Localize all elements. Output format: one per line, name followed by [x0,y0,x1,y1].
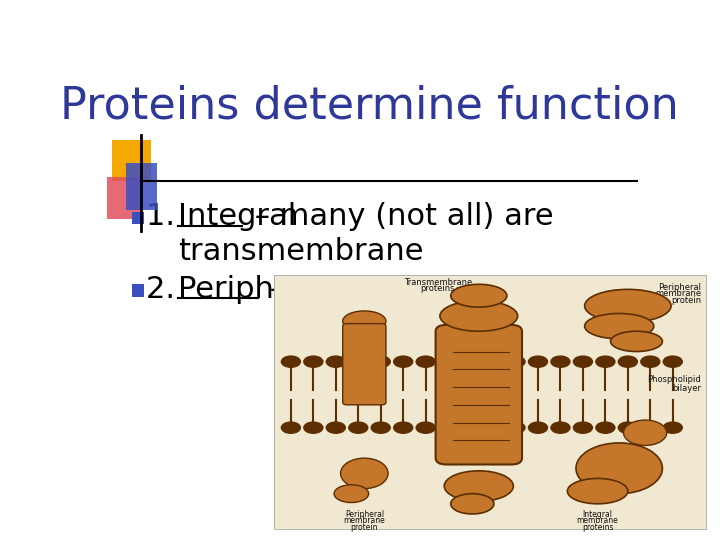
Ellipse shape [444,471,513,501]
Bar [126,163,157,210]
Text: Peripheral: Peripheral [178,275,333,304]
FancyBboxPatch shape [343,323,386,405]
Bar [112,140,151,181]
Ellipse shape [440,301,518,331]
Text: 2.: 2. [145,275,184,304]
Ellipse shape [611,331,662,352]
Circle shape [461,422,480,433]
Circle shape [618,356,637,367]
Text: proteins: proteins [582,523,613,532]
Circle shape [641,356,660,367]
Bar [132,212,144,224]
Circle shape [528,422,547,433]
Text: Integral: Integral [582,510,613,519]
Text: Peripheral: Peripheral [658,283,701,292]
Circle shape [304,356,323,367]
Circle shape [506,356,525,367]
Circle shape [596,356,615,367]
Bar [107,177,143,219]
Circle shape [506,422,525,433]
Circle shape [551,356,570,367]
Ellipse shape [576,443,662,494]
Text: protein: protein [671,296,701,305]
Text: membrane: membrane [343,516,385,525]
Circle shape [282,356,300,367]
Circle shape [618,422,637,433]
Circle shape [416,422,435,433]
Circle shape [304,422,323,433]
Circle shape [348,422,368,433]
Text: protein: protein [351,523,378,532]
Circle shape [641,422,660,433]
Circle shape [573,422,593,433]
Circle shape [326,422,346,433]
Circle shape [663,422,683,433]
Circle shape [438,422,458,433]
Ellipse shape [451,284,507,307]
Circle shape [416,356,435,367]
Circle shape [624,420,667,445]
Text: – not embedded in bilayer: – not embedded in bilayer [260,275,670,304]
Circle shape [372,356,390,367]
Text: bilayer: bilayer [672,384,701,393]
Circle shape [484,422,503,433]
Ellipse shape [341,458,388,489]
Circle shape [484,356,503,367]
Circle shape [372,422,390,433]
Circle shape [326,356,346,367]
Ellipse shape [451,494,494,514]
Circle shape [394,422,413,433]
Circle shape [461,356,480,367]
Circle shape [282,422,300,433]
Circle shape [551,422,570,433]
Text: 1.: 1. [145,202,184,231]
Circle shape [348,356,368,367]
Circle shape [528,356,547,367]
Text: – many (not all) are: – many (not all) are [245,202,554,231]
Text: membrane: membrane [577,516,618,525]
Text: Proteins determine function: Proteins determine function [60,85,678,128]
Circle shape [394,356,413,367]
Text: transmembrane: transmembrane [178,238,423,266]
Text: Integral: Integral [178,202,297,231]
Ellipse shape [343,311,386,331]
Circle shape [596,422,615,433]
Text: Phospholipid: Phospholipid [647,375,701,384]
Ellipse shape [585,289,671,322]
Ellipse shape [585,313,654,339]
Circle shape [663,356,683,367]
Text: Transmembrane: Transmembrane [404,278,472,287]
Text: Peripheral: Peripheral [345,510,384,519]
Ellipse shape [334,485,369,503]
Circle shape [573,356,593,367]
Bar [132,285,144,297]
FancyBboxPatch shape [436,325,522,464]
Text: membrane: membrane [655,289,701,299]
Ellipse shape [567,478,628,504]
Text: proteins: proteins [420,284,455,293]
Circle shape [438,356,458,367]
